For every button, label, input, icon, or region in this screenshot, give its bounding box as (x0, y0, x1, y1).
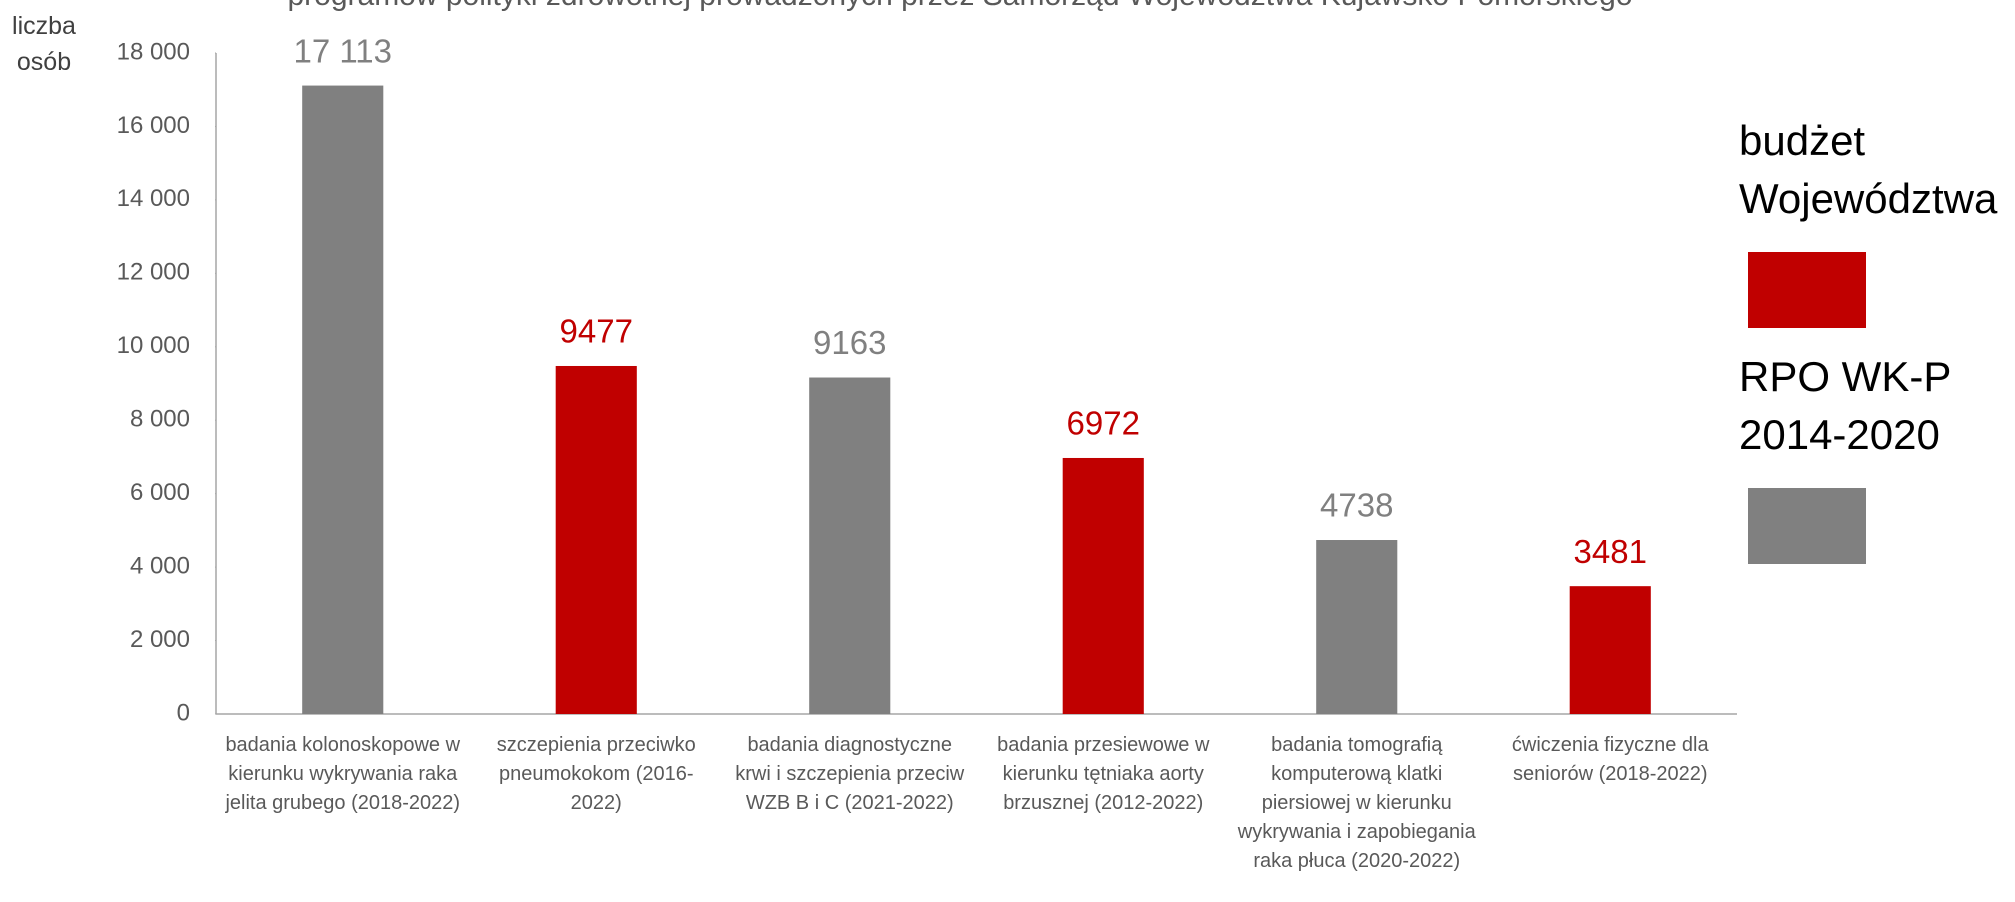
y-tick-label: 10 000 (117, 332, 190, 359)
y-tick-label: 16 000 (117, 112, 190, 139)
x-tick-label: badania przesiewowe w kierunku tętniaka … (997, 734, 1210, 814)
y-tick-label: 12 000 (117, 259, 190, 286)
y-tick-label: 8 000 (130, 406, 190, 433)
value-label: 3481 (1574, 533, 1647, 570)
y-tick-label: 18 000 (117, 38, 190, 65)
bar (809, 377, 891, 714)
value-label: 6972 (1067, 405, 1140, 442)
x-tick-label: badania diagnostyczne krwi i szczepienia… (735, 734, 965, 814)
legend-label: RPO WK-P 2014-2020 (1739, 353, 1951, 458)
y-tick-label: 6 000 (130, 479, 190, 506)
x-tick-label: badania tomografią komputerową klatki pi… (1237, 734, 1476, 872)
y-tick-label: 0 (177, 699, 190, 726)
bar (1316, 540, 1398, 714)
value-label: 9163 (813, 324, 886, 361)
bar (555, 365, 637, 714)
x-tick-label: badania kolonoskopowe w kierunku wykrywa… (225, 734, 461, 814)
value-label: 4738 (1320, 487, 1393, 524)
bar (1062, 457, 1144, 714)
legend-swatch (1748, 488, 1866, 564)
chart-title: programów polityki zdrowotnej prowadzony… (250, 0, 1670, 18)
value-label: 9477 (560, 313, 633, 350)
legend-swatch (1748, 252, 1866, 328)
bar (302, 85, 384, 714)
y-tick-label: 14 000 (117, 185, 190, 212)
bar (1569, 586, 1651, 714)
x-tick-label: szczepienia przeciwko pneumokokom (2016-… (496, 734, 696, 814)
value-label: 17 113 (294, 32, 392, 69)
x-tick-label: ćwiczenia fizyczne dla seniorów (2018-20… (1511, 734, 1709, 785)
legend-label: budżet Województwa (1739, 117, 1998, 222)
y-tick-label: 4 000 (130, 552, 190, 579)
y-tick-label: 2 000 (130, 626, 190, 653)
y-axis-title: liczba osób (12, 12, 76, 76)
